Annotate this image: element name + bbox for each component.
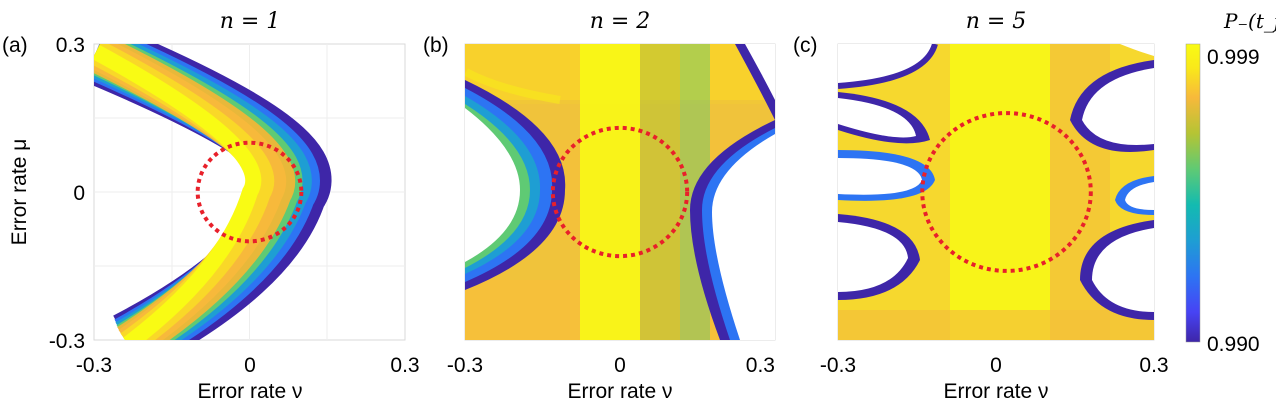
- panel-a: n = 1 (a) 0.3 0 -0.3 -0.3 0 0.3 Error ra…: [2, 9, 420, 403]
- panel-b: n = 2 (b) -0.3 0 0.3 Error rate ν: [423, 9, 776, 403]
- panel-a-title: n = 1: [220, 9, 281, 34]
- panel-b-title: n = 2: [590, 9, 651, 34]
- panel-c-circle: [920, 111, 1093, 273]
- colorbar-min-label: 0.990: [1207, 333, 1260, 356]
- colorbar: P₋(t_f) 0.999 0.990: [1185, 9, 1276, 356]
- panel-c-heatmap: [838, 44, 1154, 340]
- panel-c-xtick-mid: 0: [990, 354, 1002, 377]
- panel-a-ytick-bottom: -0.3: [49, 330, 85, 353]
- panel-a-circle: [195, 140, 304, 244]
- colorbar-max-label: 0.999: [1207, 46, 1260, 69]
- panel-a-ytick-mid: 0: [73, 182, 85, 205]
- panel-b-xtick-right: 0.3: [746, 354, 775, 377]
- panel-a-xtick-right: 0.3: [390, 354, 419, 377]
- panel-b-xtick-mid: 0: [614, 354, 626, 377]
- panel-a-heatmap: [94, 44, 332, 340]
- panel-a-label: (a): [2, 34, 28, 57]
- panel-a-xlabel: Error rate ν: [197, 380, 302, 403]
- panel-b-xtick-left: -0.3: [447, 354, 483, 377]
- panel-b-heatmap: [465, 44, 775, 340]
- panel-a-xtick-left: -0.3: [76, 354, 112, 377]
- panel-a-ylabel: Error rate μ: [8, 139, 31, 246]
- panel-c-title: n = 5: [966, 9, 1027, 34]
- panel-c-label: (c): [793, 34, 818, 57]
- panel-b-circle: [550, 125, 690, 259]
- colorbar-bar: [1185, 43, 1201, 343]
- panel-c-xlabel: Error rate ν: [943, 380, 1048, 403]
- panel-a-xtick-mid: 0: [244, 354, 256, 377]
- panel-c-xtick-left: -0.3: [820, 354, 856, 377]
- panel-a-ytick-top: 0.3: [56, 34, 85, 57]
- colorbar-label: P₋(t_f): [1223, 9, 1276, 33]
- panel-c: n = 5 (c) -0.3 0 0.3 Error rate ν: [793, 9, 1169, 403]
- panel-c-xtick-right: 0.3: [1139, 354, 1168, 377]
- panel-b-xlabel: Error rate ν: [567, 380, 672, 403]
- panel-b-label: (b): [423, 34, 449, 57]
